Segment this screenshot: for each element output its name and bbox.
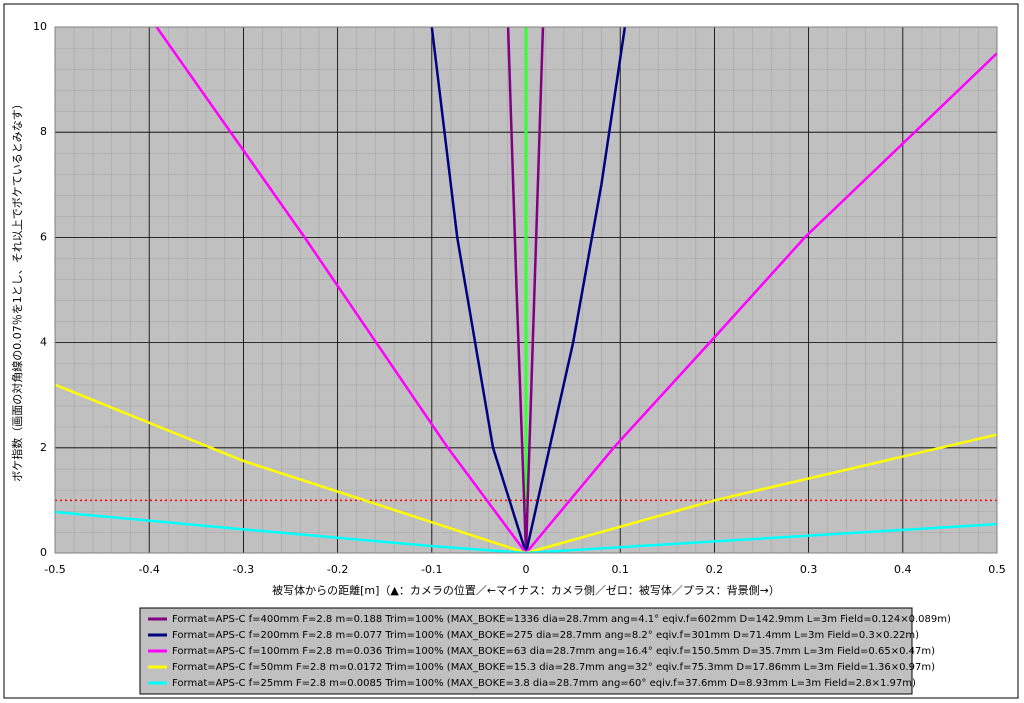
- x-tick-label: 0.2: [706, 563, 724, 576]
- plot-border: [54, 26, 998, 554]
- series-line: [55, 510, 997, 553]
- series-line: [55, 383, 997, 553]
- x-tick-label: -0.3: [233, 563, 254, 576]
- y-tick-label: 0: [40, 546, 47, 559]
- x-tick-label: 0.5: [988, 563, 1006, 576]
- series-line: [430, 27, 627, 553]
- legend-label: Format=APS-C f=100mm F=2.8 m=0.036 Trim=…: [172, 646, 935, 657]
- legend-box: [139, 607, 913, 695]
- x-tick-label: 0.3: [800, 563, 818, 576]
- series-line: [506, 27, 545, 553]
- y-tick-label: 4: [40, 336, 47, 349]
- legend-label: Format=APS-C f=400mm F=2.8 m=0.188 Trim=…: [172, 614, 951, 625]
- x-tick-label: 0.4: [894, 563, 912, 576]
- legend-label: Format=APS-C f=50mm F=2.8 m=0.0172 Trim=…: [172, 662, 935, 673]
- x-axis-label: 被写体からの距離[m]（▲：カメラの位置／←マイナス：カメラ側／ゼロ：被写体／プ…: [272, 583, 780, 597]
- x-tick-label: 0.1: [611, 563, 629, 576]
- legend-label: Format=APS-C f=200mm F=2.8 m=0.077 Trim=…: [172, 630, 919, 641]
- y-tick-label: 8: [40, 125, 47, 138]
- x-tick-label: 0: [523, 563, 530, 576]
- y-tick-label: 2: [40, 441, 47, 454]
- y-tick-label: 10: [33, 20, 47, 33]
- x-tick-label: -0.2: [327, 563, 348, 576]
- y-tick-label: 6: [40, 230, 47, 243]
- legend-label: Format=APS-C f=25mm F=2.8 m=0.0085 Trim=…: [172, 678, 916, 689]
- series-line: [155, 27, 997, 553]
- x-tick-label: -0.5: [44, 563, 65, 576]
- y-axis-label: ボケ指数（画面の対角線の0.07％を1とし、それ以上でボケているとみなす）: [10, 98, 24, 482]
- x-tick-label: -0.4: [138, 563, 159, 576]
- x-tick-label: -0.1: [421, 563, 442, 576]
